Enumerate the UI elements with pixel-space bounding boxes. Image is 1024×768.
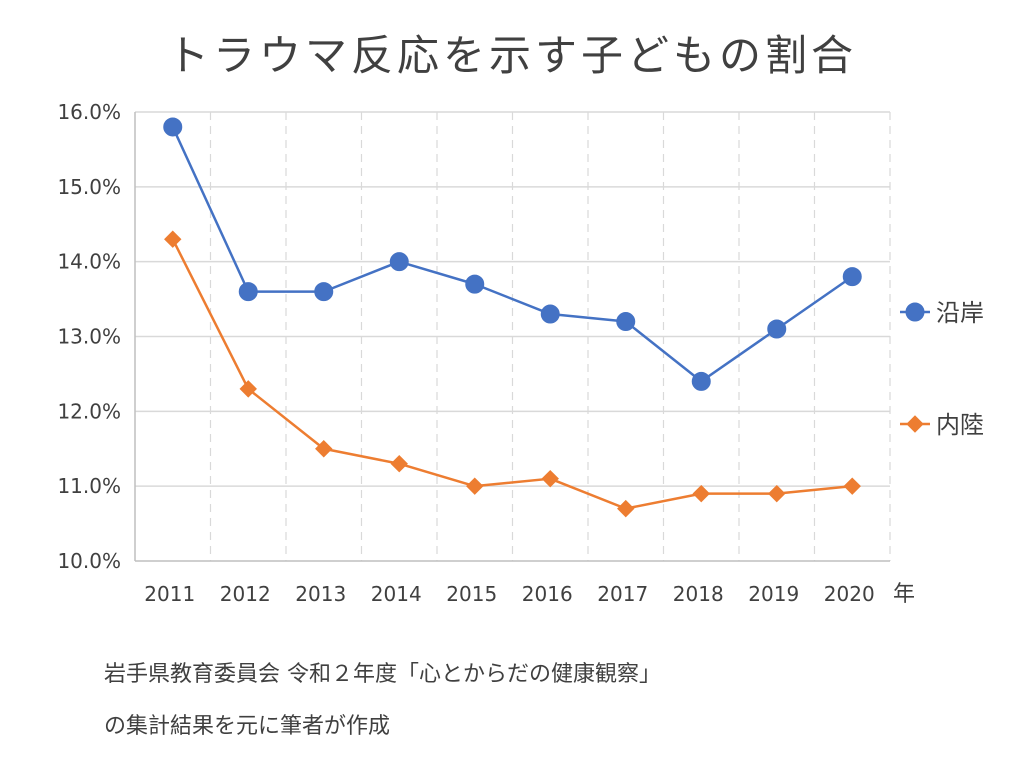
legend-label: 内陸 [936,411,984,439]
legend-item: 沿岸 [900,299,984,327]
y-tick-label: 14.0% [57,250,121,274]
data-point-marker [163,117,183,137]
series [163,117,862,518]
data-point-marker [541,469,559,488]
data-point-marker [466,477,484,495]
data-point-marker [617,499,635,518]
x-tick-label: 2019 [748,582,799,606]
x-tick-label: 2014 [371,582,422,606]
data-point-marker [314,282,334,302]
legend-label: 沿岸 [936,299,984,327]
x-tick-label: 2012 [220,582,271,606]
data-point-marker [238,282,258,302]
data-point-marker [390,455,408,473]
x-axis-unit-label: 年 [893,582,915,607]
x-tick-label: 2013 [295,582,346,606]
x-tick-label: 2020 [824,582,875,606]
data-point-marker [389,252,409,272]
y-tick-label: 15.0% [57,175,121,199]
y-tick-label: 11.0% [57,474,121,498]
data-point-marker [905,302,925,322]
legend-item: 内陸 [900,411,984,439]
data-point-marker [691,371,711,391]
data-point-marker [842,267,862,287]
y-tick-label: 16.0% [57,100,121,124]
data-point-marker [616,312,636,332]
data-point-marker [164,230,182,248]
series-line [171,126,853,383]
data-point-marker [767,319,787,339]
x-tick-label: 2018 [673,582,724,606]
data-point-marker [315,440,333,458]
source-note-line-2: の集計結果を元に筆者が作成 [104,714,391,739]
x-tick-label: 2011 [144,582,195,606]
data-point-marker [768,484,786,503]
tick-labels: 10.0% 11.0% 12.0% 13.0% 14.0% 15.0% 16.0% 2011 2… [57,100,915,607]
series-2 [164,230,861,518]
y-tick-label: 10.0% [57,549,121,573]
y-tick-label: 12.0% [57,399,121,423]
data-point-marker [465,274,485,294]
x-tick-label: 2016 [522,582,573,606]
data-point-marker [239,380,257,398]
series-1 [163,117,862,391]
series-line [171,238,853,510]
source-note-line-1: 岩手県教育委員会 令和２年度「心とからだの健康観察」 [104,662,661,687]
x-tick-label: 2017 [597,582,648,606]
data-point-marker [692,484,710,503]
y-tick-label: 13.0% [57,325,121,349]
x-tick-label: 2015 [446,582,497,606]
data-point-marker [540,304,560,324]
data-point-marker [843,477,861,495]
axes [134,112,890,562]
data-point-marker [906,415,924,433]
chart-title: トラウマ反応を示す子どもの割合 [166,31,857,80]
